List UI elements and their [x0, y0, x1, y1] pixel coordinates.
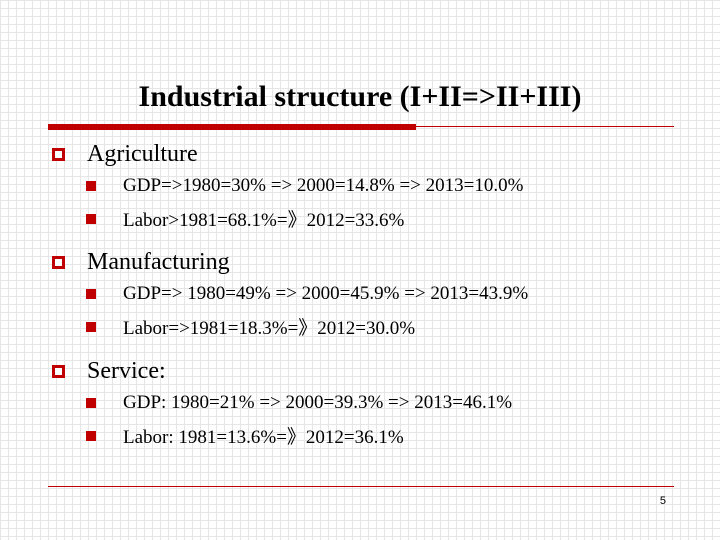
filled-square-bullet-icon: [86, 397, 96, 408]
list-item-text: GDP: 1980=21% => 2000=39.3% => 2013=46.1…: [123, 391, 513, 413]
list-item-text: GDP=>1980=30% => 2000=14.8% => 2013=10.0…: [123, 174, 524, 196]
title-underline-thick: [48, 124, 416, 130]
section-manufacturing: Manufacturing GDP=> 1980=49% => 2000=45.…: [52, 247, 528, 343]
title-underline-thin: [416, 126, 674, 127]
list-item: Labor>1981=68.1%=》2012=33.6%: [52, 202, 523, 235]
list-item: GDP=> 1980=49% => 2000=45.9% => 2013=43.…: [52, 277, 528, 310]
section-heading: Service:: [87, 357, 166, 384]
page-number: 5: [659, 495, 666, 507]
list-item: GDP: 1980=21% => 2000=39.3% => 2013=46.1…: [52, 386, 512, 419]
filled-square-bullet-icon: [86, 321, 96, 332]
section-agriculture: Agriculture GDP=>1980=30% => 2000=14.8% …: [52, 139, 523, 235]
filled-square-bullet-icon: [86, 288, 96, 299]
list-item: GDP=>1980=30% => 2000=14.8% => 2013=10.0…: [52, 169, 523, 202]
section-heading-row: Agriculture: [52, 139, 523, 169]
list-item-text: Labor>1981=68.1%=》2012=33.6%: [123, 210, 405, 231]
filled-square-bullet-icon: [86, 180, 96, 191]
slide-title: Industrial structure (I+II=>II+III): [138, 80, 582, 113]
hollow-square-bullet-icon: [52, 255, 65, 269]
list-item-text: Labor=>1981=18.3%=》2012=30.0%: [123, 318, 416, 339]
filled-square-bullet-icon: [86, 213, 96, 224]
section-service: Service: GDP: 1980=21% => 2000=39.3% => …: [52, 356, 512, 452]
section-heading: Manufacturing: [87, 248, 230, 275]
hollow-square-bullet-icon: [52, 364, 65, 378]
hollow-square-bullet-icon: [52, 147, 65, 161]
list-item: Labor=>1981=18.3%=》2012=30.0%: [52, 310, 528, 343]
section-heading: Agriculture: [87, 140, 198, 167]
section-heading-row: Service:: [52, 356, 512, 386]
list-item-text: Labor: 1981=13.6%=》2012=36.1%: [123, 427, 404, 448]
section-heading-row: Manufacturing: [52, 247, 528, 277]
list-item: Labor: 1981=13.6%=》2012=36.1%: [52, 419, 512, 452]
filled-square-bullet-icon: [86, 430, 96, 441]
list-item-text: GDP=> 1980=49% => 2000=45.9% => 2013=43.…: [123, 282, 529, 304]
footer-rule: [48, 486, 674, 487]
